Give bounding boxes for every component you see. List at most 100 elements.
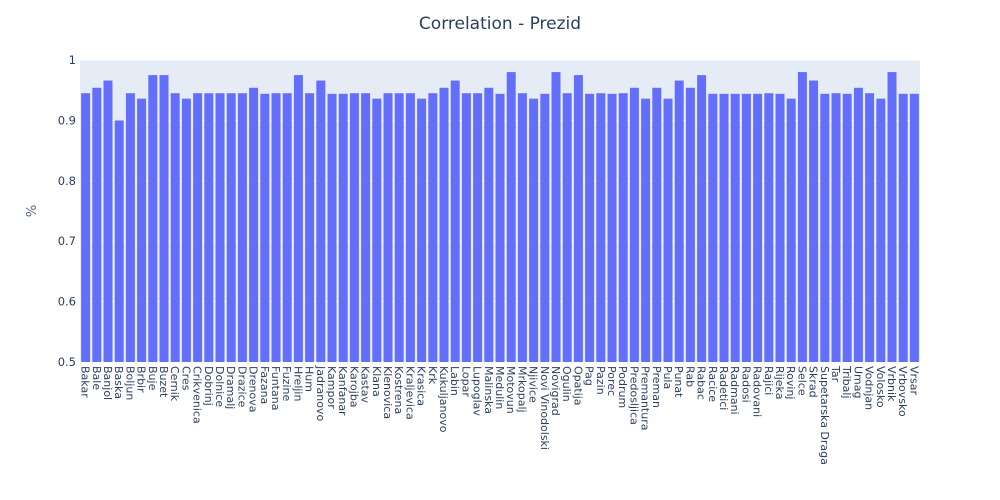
x-tick-label: Rab (683, 366, 696, 387)
bar (842, 93, 852, 362)
x-tick-label: Bakar (79, 366, 92, 398)
bar (506, 72, 516, 362)
y-axis-ticks: 0.5 0.6 0.7 0.8 0.9 1 (58, 53, 76, 369)
bar (719, 93, 729, 362)
x-tick-label: Predosljica (627, 366, 640, 425)
bar (81, 93, 91, 362)
bar (450, 80, 460, 362)
y-axis-label: % (25, 205, 40, 217)
bar (92, 87, 102, 362)
x-tick-label: Cres (179, 366, 192, 391)
x-tick-label: Kanfanar (336, 366, 349, 416)
x-tick-label: Tar (829, 365, 842, 383)
bar (361, 93, 371, 362)
chart-title: Correlation - Prezid (419, 14, 581, 34)
bar (405, 93, 415, 362)
bar (697, 75, 707, 362)
bar (215, 93, 225, 362)
bar (618, 93, 628, 362)
x-tick-label: Novigrad (549, 366, 562, 416)
x-tick-label: Cernik (168, 366, 181, 402)
x-tick-label: Jadranovo (314, 365, 327, 421)
x-axis-ticks: BakarBaleBanjolBaskaBoljunBrbirBujeBuzet… (79, 365, 921, 465)
bar (461, 93, 471, 362)
x-tick-label: Fuzine (280, 366, 293, 401)
x-tick-label: Mrkopalj (515, 366, 528, 413)
x-tick-label: Kastav (359, 366, 372, 404)
bar (305, 93, 315, 362)
bar (562, 93, 572, 362)
x-tick-label: Racice (706, 366, 719, 402)
x-tick-label: Pula (661, 366, 674, 389)
bar (730, 93, 740, 362)
x-tick-label: Motovun (504, 366, 517, 414)
x-tick-label: Radetici (717, 366, 730, 410)
bar (260, 93, 270, 362)
bar (529, 98, 539, 362)
y-tick-label: 0.6 (58, 295, 76, 309)
bar (764, 93, 774, 362)
bar (831, 93, 841, 362)
bar (282, 93, 292, 362)
x-tick-label: Kraljevica (403, 366, 416, 420)
x-tick-label: Premantura (639, 366, 652, 430)
y-tick-label: 1 (69, 53, 76, 67)
bar (629, 87, 639, 362)
x-tick-label: Volosko (874, 366, 887, 408)
x-tick-label: Pazin (594, 366, 607, 395)
bar (125, 93, 135, 362)
bar (820, 93, 830, 362)
x-tick-label: Hum (303, 366, 316, 392)
x-tick-label: Kostrena (392, 366, 405, 414)
x-tick-label: Selce (795, 366, 808, 396)
x-tick-label: Krasica (415, 366, 428, 406)
bar (786, 98, 796, 362)
x-tick-label: Vrbovsko (896, 366, 909, 417)
x-tick-label: Crikvenica (191, 366, 204, 424)
bar (428, 93, 438, 362)
bar (249, 87, 259, 362)
bar (865, 93, 875, 362)
bar (338, 93, 348, 362)
x-tick-label: Vodnjan (863, 366, 876, 410)
bar (753, 93, 763, 362)
x-tick-label: Lopar (459, 366, 472, 397)
bar (417, 98, 427, 362)
x-tick-label: Podrum (616, 366, 629, 408)
bar (909, 93, 919, 362)
bar (327, 93, 337, 362)
bar (237, 93, 247, 362)
bar (159, 75, 169, 362)
bar (573, 75, 583, 362)
x-tick-label: Drenova (247, 366, 260, 412)
x-tick-label: Buzet (157, 366, 170, 398)
bars (81, 72, 919, 363)
x-tick-label: Umag (851, 366, 864, 399)
x-tick-label: Boljun (123, 366, 136, 400)
x-tick-label: Brbir (135, 366, 148, 393)
bar (596, 93, 606, 362)
x-tick-label: Skrad (807, 366, 820, 398)
x-tick-label: Vrsar (907, 366, 920, 396)
x-tick-label: Rajici (762, 366, 775, 395)
bar (114, 120, 124, 363)
bar (540, 93, 550, 362)
x-tick-label: Pag (583, 366, 596, 386)
bar (148, 75, 158, 362)
x-tick-label: Dolnice (213, 366, 226, 407)
x-tick-label: Ogulin (560, 366, 573, 402)
x-tick-label: Dobrinj (202, 366, 215, 406)
x-tick-label: Hreljin (291, 366, 304, 401)
bar (876, 98, 886, 362)
x-tick-label: Kukuljanovo (437, 366, 450, 433)
bar (372, 98, 382, 362)
x-tick-label: Tribalj (840, 365, 853, 399)
bar (517, 93, 527, 362)
x-tick-label: Fazana (258, 366, 271, 404)
x-tick-label: Radmani (728, 366, 741, 415)
bar (887, 72, 897, 362)
bar (797, 72, 807, 362)
y-tick-label: 0.8 (58, 174, 76, 188)
bar (607, 93, 617, 362)
bar (685, 87, 695, 362)
